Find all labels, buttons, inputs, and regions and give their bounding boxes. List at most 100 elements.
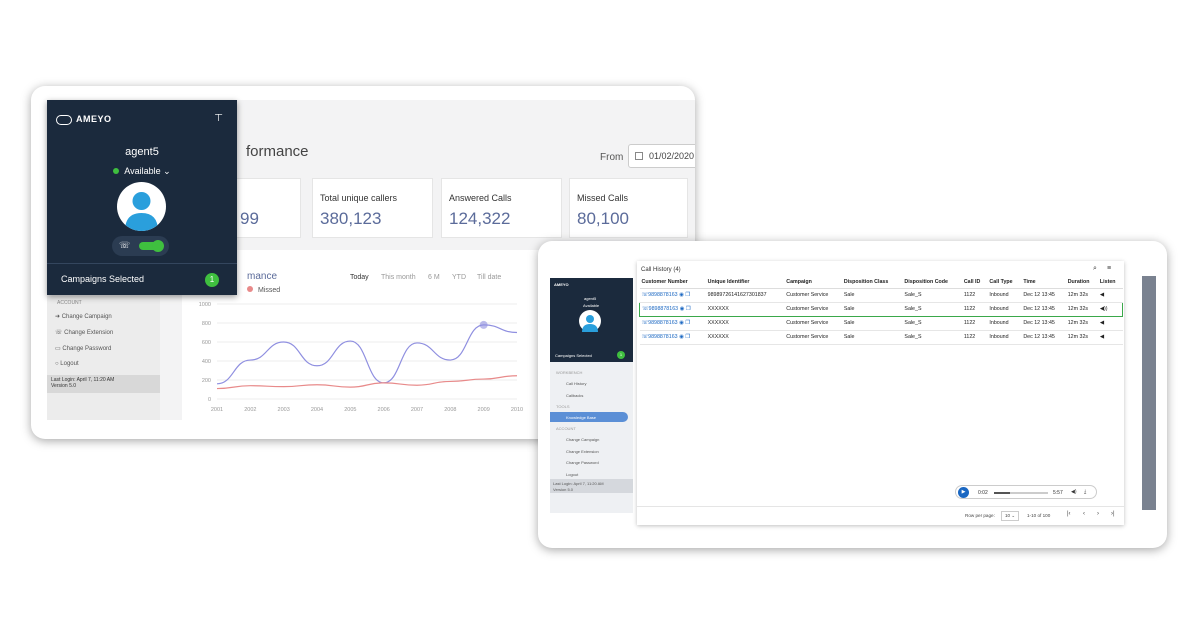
eye-icon[interactable]: ◉ bbox=[679, 306, 685, 312]
x-tick-label: 2006 bbox=[378, 407, 390, 413]
eye-icon[interactable]: ◉ bbox=[679, 320, 684, 326]
copy-icon[interactable]: ❐ bbox=[685, 320, 690, 326]
table-cell: Dec 12 13:45 bbox=[1021, 288, 1066, 303]
table-cell: Dec 12 13:45 bbox=[1021, 301, 1066, 317]
agent-name: agent5 bbox=[125, 146, 159, 158]
range-ytd[interactable]: YTD bbox=[452, 274, 466, 281]
y-tick-label: 1000 bbox=[199, 302, 211, 308]
copy-icon[interactable]: ❐ bbox=[685, 292, 690, 298]
x-tick-label: 2005 bbox=[344, 407, 356, 413]
phone-icon: ☏ bbox=[119, 240, 131, 250]
eye-icon[interactable]: ◉ bbox=[679, 334, 684, 340]
speaker-icon[interactable]: ◀ bbox=[1097, 288, 1123, 303]
column-header: Campaign bbox=[784, 277, 842, 289]
menu-change-password[interactable]: ▭ Change Password bbox=[55, 346, 112, 352]
y-tick-label: 400 bbox=[202, 359, 211, 365]
range-today[interactable]: Today bbox=[350, 274, 369, 281]
table-cell: Customer Service bbox=[784, 288, 842, 303]
call-history-card: AMEYO agent5 Available Campaigns Selecte… bbox=[538, 241, 1167, 548]
call-history-panel: Call History (4) ⌕ ≡ Customer Number Uniq… bbox=[637, 261, 1124, 525]
speaker-icon[interactable]: ◀)) bbox=[1097, 301, 1123, 317]
side-menu: ACCOUNT ➜ Change Campaign ☏ Change Exten… bbox=[47, 296, 160, 420]
table-cell: Customer Service bbox=[784, 301, 842, 317]
x-tick-label: 2002 bbox=[244, 407, 256, 413]
mini-callbacks[interactable]: Callbacks bbox=[566, 393, 584, 398]
table-cell: XXXXXX bbox=[705, 330, 785, 345]
column-header: Customer Number bbox=[639, 277, 706, 289]
table-row[interactable]: ☏9898878163 ◉ ❐ XXXXXX Customer Service Sal… bbox=[638, 301, 1123, 317]
range-this-month[interactable]: This month bbox=[381, 274, 416, 281]
table-cell: Sale bbox=[841, 330, 903, 345]
first-page-icon[interactable]: |‹ bbox=[1067, 511, 1071, 517]
x-tick-label: 2009 bbox=[478, 407, 490, 413]
column-header: Disposition Class bbox=[841, 277, 903, 289]
table-cell: Customer Service bbox=[784, 330, 842, 345]
x-tick-label: 2007 bbox=[411, 407, 423, 413]
table-cell: Sale_S bbox=[902, 288, 962, 303]
mini-avatar bbox=[579, 310, 601, 332]
table-cell: 12m 32s bbox=[1065, 330, 1098, 345]
table-cell: Sale bbox=[841, 301, 903, 317]
range-6m[interactable]: 6 M bbox=[428, 274, 440, 281]
call-history-title: Call History (4) bbox=[641, 267, 681, 273]
page-range: 1-10 of 100 bbox=[1027, 513, 1051, 518]
from-date-field[interactable]: 01/02/2020 bbox=[628, 144, 695, 168]
customer-number-cell[interactable]: ☏9898878163 ◉ ❐ bbox=[639, 288, 706, 303]
mini-sidebar: AMEYO agent5 Available Campaigns Selecte… bbox=[550, 278, 633, 513]
table-cell: Dec 12 13:45 bbox=[1021, 316, 1066, 331]
filter-icon[interactable]: ≡ bbox=[1107, 265, 1112, 272]
table-cell: Customer Service bbox=[784, 316, 842, 331]
column-header: Disposition Code bbox=[902, 277, 962, 289]
menu-section: ACCOUNT bbox=[57, 300, 82, 306]
last-page-icon[interactable]: ›| bbox=[1111, 511, 1115, 517]
campaigns-selected[interactable]: Campaigns Selected 1 bbox=[47, 263, 237, 295]
table-cell: XXXXXX bbox=[705, 316, 785, 331]
customer-number-cell[interactable]: ☏9898878163 ◉ ❐ bbox=[638, 301, 706, 317]
ameyo-logo: AMEYO bbox=[56, 114, 112, 125]
table-cell: Sale_S bbox=[902, 316, 962, 331]
menu-change-extension[interactable]: ☏ Change Extension bbox=[55, 330, 114, 336]
table-cell: 12m 32s bbox=[1065, 288, 1098, 303]
customer-number-cell[interactable]: ☏9898878163 ◉ ❐ bbox=[639, 330, 706, 345]
page-title: formance bbox=[246, 143, 309, 160]
column-header: Duration bbox=[1065, 277, 1098, 289]
mini-knowledge-base[interactable]: Knowledge Base bbox=[550, 412, 628, 422]
x-tick-label: 2001 bbox=[211, 407, 223, 413]
range-till-date[interactable]: Till date bbox=[477, 274, 502, 281]
play-icon[interactable]: ▶ bbox=[958, 487, 969, 498]
table-cell: Sale bbox=[841, 288, 903, 303]
table-cell: 1122 bbox=[961, 301, 988, 317]
speaker-icon[interactable]: ◀ bbox=[1097, 316, 1123, 331]
volume-icon[interactable]: ◀) bbox=[1071, 489, 1077, 495]
customer-number-cell[interactable]: ☏9898878163 ◉ ❐ bbox=[639, 316, 706, 331]
mini-agent-panel: AMEYO agent5 Available Campaigns Selecte… bbox=[550, 278, 633, 362]
search-icon[interactable]: ⌕ bbox=[1093, 265, 1097, 272]
status-dropdown[interactable]: Available ⌄ bbox=[47, 166, 237, 177]
menu-change-campaign[interactable]: ➜ Change Campaign bbox=[55, 314, 112, 320]
mini-call-history[interactable]: Call History bbox=[566, 381, 587, 386]
rows-per-page-select[interactable]: 10 ⌄ bbox=[1001, 511, 1020, 521]
pin-icon[interactable]: ⊤ bbox=[214, 113, 223, 124]
table-row[interactable]: ☏9898878163 ◉ ❐ XXXXXX Customer Service Sal… bbox=[639, 330, 1123, 345]
column-header: Listen bbox=[1097, 277, 1123, 289]
download-icon[interactable]: ⤓ bbox=[1084, 489, 1087, 495]
player-track[interactable] bbox=[994, 492, 1048, 494]
table-cell: Dec 12 13:45 bbox=[1021, 330, 1066, 345]
table-cell: Inbound bbox=[987, 316, 1022, 331]
last-login: Last Login: April 7, 11:20 AM Version 5.0 bbox=[47, 375, 160, 393]
speaker-icon[interactable]: ◀ bbox=[1097, 330, 1123, 345]
table-row[interactable]: ☏9898878163 ◉ ❐ 98989726141627301837 Custo… bbox=[639, 288, 1123, 303]
from-label: From bbox=[600, 152, 624, 163]
copy-icon[interactable]: ❐ bbox=[685, 306, 691, 312]
phone-toggle[interactable]: ☏ bbox=[112, 236, 169, 256]
kpi-unique-callers: Total unique callers 380,123 bbox=[312, 178, 433, 238]
next-page-icon[interactable]: › bbox=[1097, 511, 1099, 517]
copy-icon[interactable]: ❐ bbox=[685, 334, 690, 340]
prev-page-icon[interactable]: ‹ bbox=[1083, 511, 1085, 517]
menu-logout[interactable]: ○ Logout bbox=[55, 361, 79, 367]
table-cell: 1122 bbox=[961, 330, 988, 345]
eye-icon[interactable]: ◉ bbox=[679, 292, 684, 298]
table-row[interactable]: ☏9898878163 ◉ ❐ XXXXXX Customer Service Sal… bbox=[639, 316, 1123, 331]
table-cell: 98989726141627301837 bbox=[705, 288, 785, 303]
calendar-icon bbox=[635, 152, 643, 160]
